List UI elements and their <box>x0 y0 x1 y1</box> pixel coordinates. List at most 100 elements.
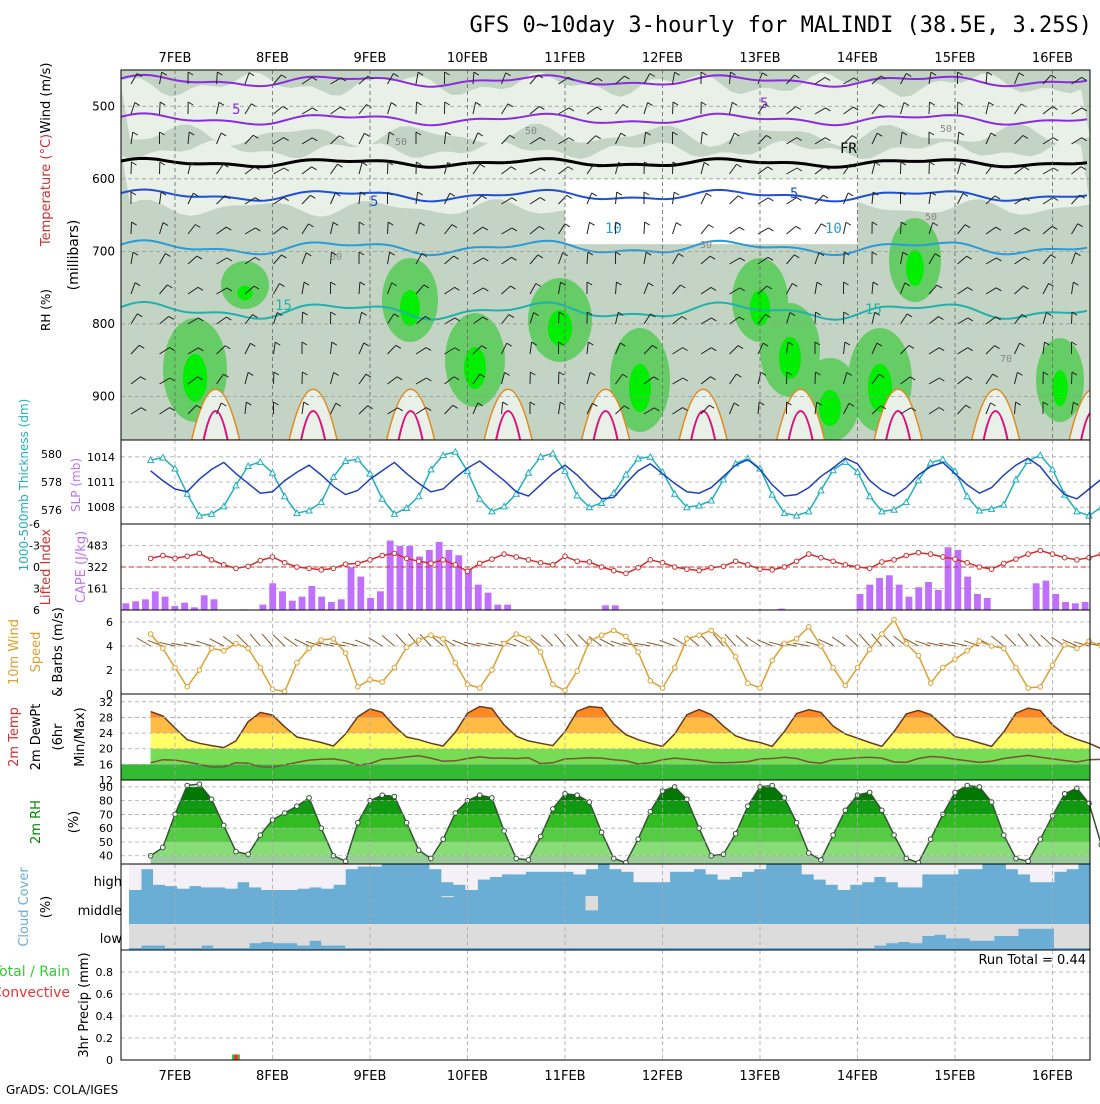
cloud-high-gap <box>802 864 815 874</box>
wind10m-point <box>221 649 226 654</box>
cloud-low-gap <box>129 924 142 948</box>
wind10m-point <box>831 665 836 670</box>
lifted-index-point <box>1026 552 1031 557</box>
wind10m-point <box>319 638 324 643</box>
wind10m-point <box>563 688 568 693</box>
chart-title: GFS 0~10day 3-hourly for MALINDI (38.5E,… <box>469 13 1092 38</box>
cloud-high-gap <box>970 864 983 869</box>
rh-cell-core-2 <box>400 290 420 326</box>
upper-ytick-500: 500 <box>92 99 115 113</box>
cloud-low-gap <box>622 924 635 948</box>
cloud-high-gap <box>646 864 659 882</box>
cloud-high-gap <box>706 864 719 874</box>
cloud-low-gap <box>658 924 671 948</box>
cloud-low-gap <box>309 924 322 941</box>
lifted-index-point <box>575 559 580 564</box>
wind10m-point <box>746 681 751 686</box>
contour-label-3: 5 <box>370 194 378 210</box>
cloud-high-gap <box>1054 864 1067 872</box>
lifted-index-point <box>599 565 604 570</box>
cloud-low-label: low <box>100 932 123 947</box>
wind10m-point <box>709 628 714 633</box>
cape-bar <box>142 599 149 610</box>
wind10m-point <box>209 646 214 651</box>
cloud-low-gap <box>790 924 803 948</box>
wind10m-point <box>404 645 409 650</box>
lifted-index-point <box>904 553 909 558</box>
lifted-index-point <box>392 551 397 556</box>
cape-bar <box>984 598 991 610</box>
cloud-low-gap <box>405 924 418 948</box>
upper-wind-barb <box>673 102 674 114</box>
xtick-top-9FEB: 9FEB <box>354 51 387 66</box>
cloud-high-gap <box>213 864 226 887</box>
lifted-index-point <box>965 560 970 565</box>
lifted-index-point <box>709 565 714 570</box>
cloud-high-gap <box>165 864 178 886</box>
cloud-low-gap <box>1006 924 1019 936</box>
cloud-high-gap <box>886 864 899 882</box>
contour-label-11: 50 <box>940 124 952 135</box>
temp-ytick: 20 <box>99 743 113 756</box>
cloud-low-gap <box>573 924 586 948</box>
cloud-high-gap <box>658 864 671 882</box>
lifted-index-point <box>441 558 446 563</box>
lifted-index-point <box>685 567 690 572</box>
temp-band-1 <box>121 749 1090 765</box>
cape-bar <box>171 606 178 610</box>
footer-credit: GrADS: COLA/IGES <box>6 1083 118 1097</box>
wind10m-point <box>965 649 970 654</box>
wind10m-point <box>1087 639 1092 644</box>
lifted-index-point <box>1038 548 1043 553</box>
lifted-index-point <box>453 563 458 568</box>
cloud-low-gap <box>682 924 695 948</box>
cloud-low-gap <box>670 924 683 948</box>
wind10m-point <box>1026 686 1031 691</box>
wind10m-point <box>368 677 373 682</box>
cloud-low-gap <box>189 924 202 948</box>
lifted-index-point <box>721 564 726 569</box>
cloud-high-gap <box>177 864 190 889</box>
wind10m-point <box>307 646 312 651</box>
precip-ytick: 0.4 <box>96 1010 114 1023</box>
cloud-low-gap <box>1018 924 1031 929</box>
cloud-high-gap <box>573 864 586 874</box>
rh2m-point <box>356 820 361 825</box>
rh-ytick: 90 <box>99 781 113 794</box>
cape-bar <box>494 605 501 610</box>
cape-bar <box>181 603 188 610</box>
rh2m-point <box>806 851 811 856</box>
wind10m-point <box>770 658 775 663</box>
cape-bar <box>132 601 139 610</box>
cloud-low-gap <box>1054 924 1067 948</box>
wind10m-point <box>148 632 153 637</box>
rh2m-point <box>526 858 531 863</box>
cloud-low-gap <box>585 924 598 948</box>
wind10m-point <box>514 632 519 637</box>
lifted-index-point <box>161 553 166 558</box>
rh2m-point <box>514 856 519 861</box>
thickness-ytick: 576 <box>41 504 62 517</box>
temp-ylabel-4: Min/Max) <box>73 707 88 766</box>
cloud-low-gap <box>646 924 659 948</box>
cloud-low-gap <box>958 924 971 938</box>
cloud-low-gap <box>862 924 875 948</box>
cloud-low-gap <box>297 924 310 946</box>
rh2m-point <box>636 837 641 842</box>
cloud-high-gap <box>634 864 647 882</box>
cloud-high-gap <box>261 864 274 890</box>
wind10m-point <box>416 638 421 643</box>
rh2m-point <box>429 856 434 861</box>
slp-ytick: 1008 <box>87 501 115 514</box>
lifted-index-point <box>794 559 799 564</box>
lifted-index-point <box>209 558 214 563</box>
cape-bar <box>1033 583 1040 610</box>
cape-bar <box>436 542 443 610</box>
cloud-low-gap <box>730 924 743 948</box>
cloud-low-gap <box>381 924 394 948</box>
rh2m-point <box>733 831 738 836</box>
contour-label-9: 50 <box>395 137 407 148</box>
wind10m-point <box>490 668 495 673</box>
wind10m-point <box>1075 646 1080 651</box>
lifted-index-point <box>746 563 751 568</box>
